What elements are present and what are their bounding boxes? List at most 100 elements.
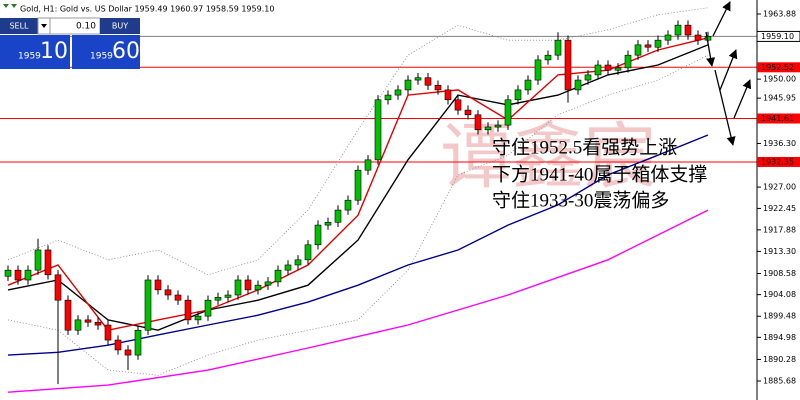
buy-price-small: 60 [112,39,140,64]
level-label: 1959.10 [761,32,794,41]
candle-body [144,279,152,331]
candle-body [654,39,662,48]
candle-body [264,281,272,286]
y-tick-label: 1963.88 [763,9,796,18]
y-tick-label: 1950.00 [763,75,796,84]
moving-average [7,209,709,393]
candle-body [624,54,632,69]
buy-price-box[interactable] [72,35,140,69]
annotation: 守住1952.5看强势上涨 [492,136,677,158]
y-tick-label: 1890.28 [763,355,796,364]
candle-body [184,299,192,321]
candle-body [164,289,172,296]
y-tick-label: 1908.58 [763,269,796,278]
candle-body [234,279,242,296]
candle-body [684,24,692,36]
watermark: 谭鑫宸 [440,118,656,198]
candle-body [294,259,302,266]
candle-body [474,114,482,131]
candle-body [94,321,102,326]
candle-body [424,77,432,86]
candle-body [324,221,332,226]
candle-body [84,319,92,323]
candle-body [524,79,532,91]
candle-body [214,297,222,301]
candle-body [514,89,522,101]
candle-body [174,294,182,301]
candle-body [584,74,592,81]
chart-title: Gold, H1: Gold vs. US Dollar 1959.49 196… [20,5,274,14]
level-box [756,30,800,42]
candle-body [274,269,282,283]
y-tick-label: 1894.98 [763,333,796,342]
candle-body [444,89,452,101]
candle-body [64,299,72,331]
y-tick-label: 1936.30 [763,139,796,148]
candle-body [254,284,262,291]
level-box [757,156,800,167]
candle-body [334,209,342,223]
candle-body [434,84,442,91]
candle-body [384,94,392,101]
candle-body [544,54,552,61]
candle-body [344,199,352,211]
candle-body [374,99,382,161]
level-box [757,62,800,73]
candle-body [44,249,52,276]
level-label: 1932.35 [761,157,794,166]
candle-body [394,89,402,96]
arrows [705,1,752,146]
sell-button[interactable] [0,18,38,34]
candle-body [54,274,62,301]
candle-body [404,79,412,91]
candle-body [454,99,462,111]
candle-body [224,294,232,298]
y-tick-label: 1927.00 [763,183,796,192]
title-icon [3,4,17,8]
candle-body [414,77,422,81]
sell-label: SELL [9,22,29,31]
candle-body [134,329,142,356]
candle-body [14,269,22,281]
candle-body [554,39,562,56]
candle-body [194,315,202,321]
moving-average [7,44,709,331]
y-tick-label: 1922.45 [763,204,796,213]
candle-body [354,169,362,201]
sell-price-big: 1959 [18,52,41,62]
candle-body [614,67,622,71]
candle-body [24,269,32,281]
candle-body [124,349,132,356]
dropdown-arrow [41,24,47,28]
candle-body [534,59,542,81]
candle-body [244,279,252,291]
candle-body [154,279,162,291]
candle-body [674,24,682,36]
candle-body [4,269,12,277]
annotation: 守住1933-30震荡偏多 [492,189,669,211]
buy-button[interactable] [100,18,140,34]
lot-value: 0.10 [76,22,96,32]
candle-body [494,124,502,128]
candle-body [364,159,372,171]
candle-body [484,126,492,131]
candle-body [504,99,512,126]
bollinger-band [7,54,709,376]
candle-body [664,34,672,41]
candle-body [574,79,582,91]
sell-price-box[interactable] [0,35,70,69]
candle-body [304,244,312,261]
candle-body [114,339,122,351]
level-label: 1941.61 [761,114,794,123]
moving-average [7,37,709,331]
candle-body [104,324,112,341]
candle-body [644,44,652,48]
y-tick-label: 1904.08 [763,290,796,299]
candle-body [634,44,642,56]
candle-body [284,264,292,271]
candle-body [604,64,612,71]
candle-body [34,249,42,271]
candle-body [594,64,602,76]
buy-label: BUY [112,22,128,31]
sell-price-small: 10 [40,39,68,64]
